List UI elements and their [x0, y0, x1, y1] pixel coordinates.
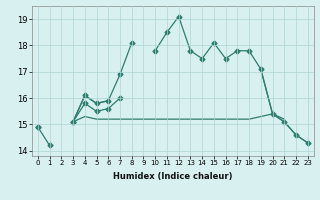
X-axis label: Humidex (Indice chaleur): Humidex (Indice chaleur)	[113, 172, 233, 181]
